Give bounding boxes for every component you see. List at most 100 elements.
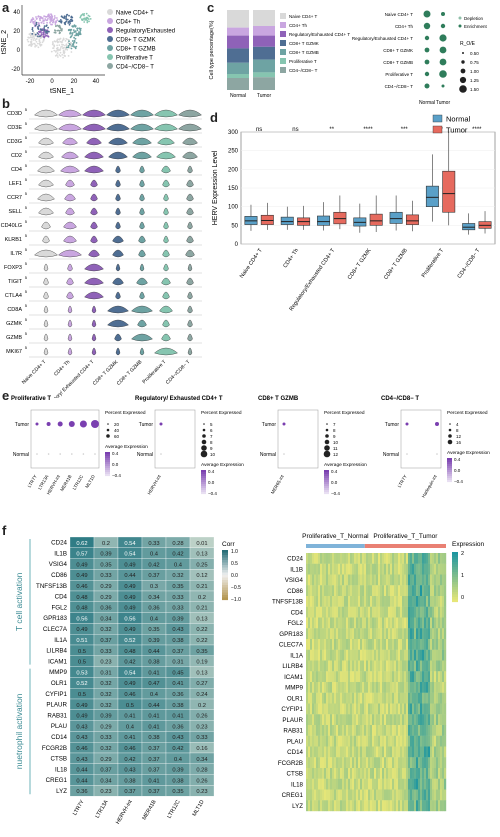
violin-shape — [136, 277, 148, 286]
violin-grid: CD3D5CD3E5CD3G5CD25CD45LEF15CCR75SELL5CD… — [1, 107, 202, 398]
heat-cell — [392, 649, 395, 661]
heat-cell — [404, 660, 407, 672]
corr-legend-bar — [222, 597, 228, 601]
tsne-point — [36, 32, 39, 34]
heat-cell — [434, 800, 437, 812]
heat-cell — [388, 692, 391, 704]
heat-cell — [360, 649, 363, 661]
tsne-point — [53, 49, 56, 52]
heat-cell — [396, 778, 399, 790]
e-row-label: Tumor — [15, 422, 30, 428]
heat-cell — [362, 574, 365, 586]
heat-cell — [430, 596, 433, 607]
corr-value: 0.46 — [76, 584, 87, 590]
heat-cell — [340, 778, 343, 790]
heat-cell — [346, 671, 349, 683]
e-color-bar — [447, 460, 452, 463]
heat-cell — [352, 628, 355, 640]
heat-cell — [378, 639, 381, 650]
y-tick: 300 — [228, 130, 239, 136]
heat-cell — [372, 671, 375, 683]
heat-cell — [380, 585, 383, 597]
heat-cell — [336, 563, 339, 575]
heat-cell — [418, 746, 421, 758]
tsne-point — [33, 42, 36, 45]
corr-value: 0.13 — [196, 552, 207, 558]
heat-cell — [346, 789, 349, 801]
heat-cell — [402, 746, 405, 758]
tsne-x-tick: 0 — [50, 79, 54, 85]
roe-size-dot — [460, 68, 466, 74]
violin-shape — [186, 235, 194, 244]
violin-shape — [132, 151, 152, 160]
heat-cell — [384, 746, 387, 758]
heat-cell — [390, 585, 393, 597]
heat-cell — [382, 596, 385, 607]
heat-cell — [326, 703, 329, 715]
tsne-point — [54, 29, 56, 32]
heat-cell — [344, 617, 347, 629]
violin-shape — [91, 347, 97, 356]
roe-dot — [441, 12, 445, 16]
roe-dot — [423, 22, 431, 30]
heat-cell — [424, 671, 427, 683]
heat-cell — [352, 574, 355, 586]
heat-cell — [348, 682, 351, 693]
tsne-y-tick: -20 — [11, 67, 20, 73]
violin-shape — [66, 291, 74, 300]
tsne-point — [61, 53, 64, 56]
tsne-y-tick: 40 — [13, 10, 20, 16]
heat-cell — [352, 649, 355, 661]
heat-cell — [438, 574, 441, 586]
heat-cell — [358, 692, 361, 704]
violin-shape — [115, 193, 121, 202]
heat-cell — [372, 649, 375, 661]
e-size-dot — [323, 450, 331, 458]
heat-cell — [348, 563, 351, 575]
heat-cell — [426, 606, 429, 618]
heat-cell — [438, 703, 441, 715]
heat-cell — [336, 778, 339, 790]
heat-cell — [378, 553, 381, 564]
heat-cell — [312, 757, 315, 769]
heat-cell — [414, 617, 417, 629]
heat-cell — [332, 585, 335, 597]
tsne-point — [32, 21, 35, 24]
tsne-point — [38, 31, 41, 34]
tsne-point — [62, 38, 65, 41]
violin-scale-label: 5 — [25, 345, 28, 350]
heat-cell — [356, 553, 359, 564]
e-size-dot — [326, 423, 328, 425]
violin-scale-label: 5 — [25, 289, 28, 294]
heat-cell — [356, 789, 359, 801]
heat-cell — [366, 606, 369, 618]
heat-cell — [358, 639, 361, 650]
heat-cell — [420, 746, 423, 758]
heat-cell — [332, 735, 335, 747]
heat-cell — [420, 789, 423, 801]
heat-cell — [392, 553, 395, 564]
heat-cell — [422, 789, 425, 801]
heat-cell — [414, 778, 417, 790]
heat-cell — [440, 617, 443, 629]
heat-cell — [336, 671, 339, 683]
violin-shape — [139, 221, 145, 230]
heat-cell — [396, 671, 399, 683]
heat-cell — [360, 671, 363, 683]
heat-cell — [390, 553, 393, 564]
e-panel-frame — [30, 409, 100, 469]
heat-cell — [394, 639, 397, 650]
tsne-point — [41, 41, 44, 44]
violin-gene-label: GZMK — [6, 321, 22, 327]
heat-cell — [310, 574, 313, 586]
heat-cell — [372, 617, 375, 629]
tsne-point — [39, 17, 42, 20]
e-color-bar — [324, 490, 329, 493]
tsne-point — [73, 36, 75, 39]
e-color-bar — [201, 488, 206, 491]
heat-cell — [386, 574, 389, 586]
heat-cell — [320, 585, 323, 597]
heat-cell — [380, 725, 383, 736]
tsne-point — [71, 45, 73, 47]
